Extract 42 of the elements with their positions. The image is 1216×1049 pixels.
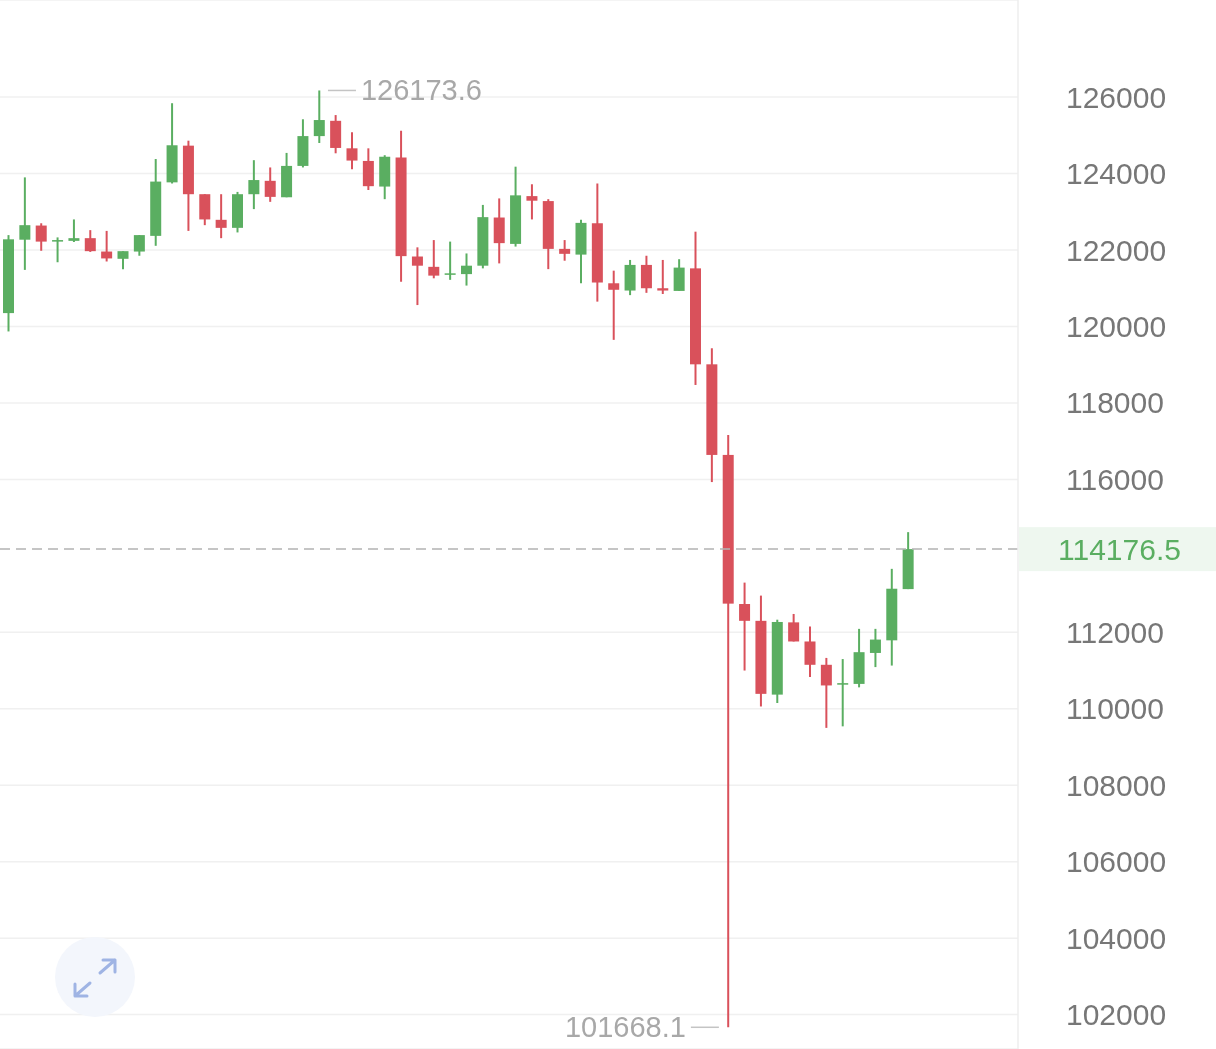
candlestick bbox=[739, 581, 751, 672]
annotation: 126173.6 bbox=[360, 74, 482, 107]
y-tick-label: 118000 bbox=[1066, 386, 1164, 420]
candlestick bbox=[526, 183, 538, 221]
candlestick bbox=[428, 239, 440, 280]
candlestick bbox=[559, 239, 571, 262]
candlestick bbox=[804, 625, 816, 679]
y-tick-label: 120000 bbox=[1066, 309, 1167, 343]
y-tick-label: 104000 bbox=[1066, 921, 1167, 955]
y-tick-label: 112000 bbox=[1066, 615, 1164, 649]
candlestick bbox=[657, 258, 669, 295]
annotation: 101668.1 bbox=[564, 1011, 686, 1044]
y-tick-label: 108000 bbox=[1066, 768, 1167, 802]
candlestick bbox=[133, 234, 145, 257]
candlestick bbox=[608, 269, 620, 341]
candlestick bbox=[346, 131, 358, 171]
y-tick-label: 122000 bbox=[1066, 233, 1167, 267]
y-tick-label: 102000 bbox=[1066, 998, 1167, 1032]
candlestick bbox=[788, 612, 800, 643]
candlestick bbox=[837, 658, 849, 728]
candlestick bbox=[19, 176, 31, 271]
y-tick-label: 116000 bbox=[1066, 462, 1164, 496]
candlestick bbox=[52, 236, 64, 264]
candlestick bbox=[444, 240, 456, 281]
candlestick bbox=[248, 159, 260, 211]
candlestick bbox=[35, 222, 47, 252]
candlestick bbox=[313, 89, 325, 144]
candlestick bbox=[68, 218, 80, 243]
candlestick bbox=[869, 627, 881, 669]
candlestick bbox=[215, 193, 227, 240]
y-tick-label: 110000 bbox=[1066, 692, 1164, 726]
candlestick bbox=[461, 252, 472, 287]
y-tick-label: 106000 bbox=[1066, 845, 1167, 879]
ref-line-label: 114176.5 bbox=[1058, 532, 1181, 566]
candlestick bbox=[640, 254, 652, 294]
candlestick bbox=[411, 246, 423, 307]
candlestick bbox=[84, 229, 96, 253]
y-tick-label: 126000 bbox=[1066, 80, 1167, 114]
candlestick bbox=[820, 656, 832, 729]
candlestick bbox=[264, 166, 276, 203]
y-tick-label: 124000 bbox=[1066, 157, 1167, 191]
candlestick bbox=[673, 258, 685, 292]
